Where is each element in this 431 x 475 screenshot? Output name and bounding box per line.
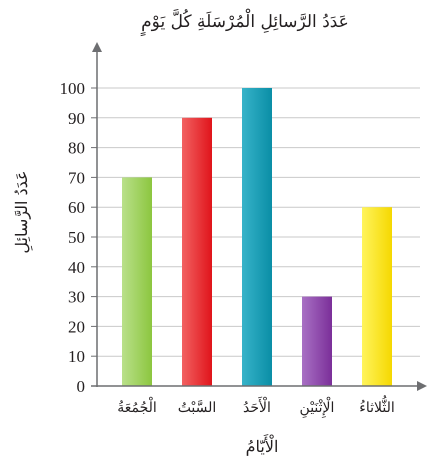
y-tick-label: 20 [68, 317, 85, 336]
bar [362, 207, 392, 386]
chart-title: عَدَدُ الرَّسائِلِ الْمُرْسَلَةِ كُلَّ ي… [140, 8, 349, 37]
x-category-label: الْإِثْنَيْنِ [300, 396, 335, 418]
y-tick-label: 10 [68, 347, 85, 366]
y-ticks: 0 10 20 30 40 50 60 70 80 90 100 [60, 79, 86, 396]
y-tick-label: 80 [68, 139, 85, 158]
y-tick-label: 0 [77, 377, 86, 396]
y-tick-label: 50 [68, 228, 85, 247]
x-category-label: الثُّلاثاءُ [359, 394, 394, 416]
y-tick-label: 70 [68, 168, 85, 187]
y-tick-label: 60 [68, 198, 85, 217]
x-axis-arrow [417, 381, 427, 391]
axes [91, 42, 427, 391]
y-tick-label: 30 [68, 288, 85, 307]
x-category-label: الْجُمُعَةُ [117, 396, 157, 416]
bar [182, 117, 212, 387]
y-tick-label: 40 [68, 258, 85, 277]
x-categories: الْجُمُعَةُ السَّبْتُ الْأَحَدُ الْإِثْنَيْ… [117, 394, 395, 418]
y-tick-label: 90 [68, 109, 85, 128]
bar [302, 296, 332, 386]
bars [122, 88, 392, 387]
y-axis-label: عَدَدُ الرَّسائِلِ [12, 170, 34, 253]
x-axis-label: الْأَيّامُ [246, 433, 279, 456]
x-category-label: الْأَحَدُ [243, 396, 271, 416]
y-axis-arrow [92, 42, 102, 52]
y-tick-label: 100 [60, 79, 86, 98]
bar [122, 177, 152, 386]
bar [242, 88, 272, 386]
x-category-label: السَّبْتُ [178, 400, 217, 416]
